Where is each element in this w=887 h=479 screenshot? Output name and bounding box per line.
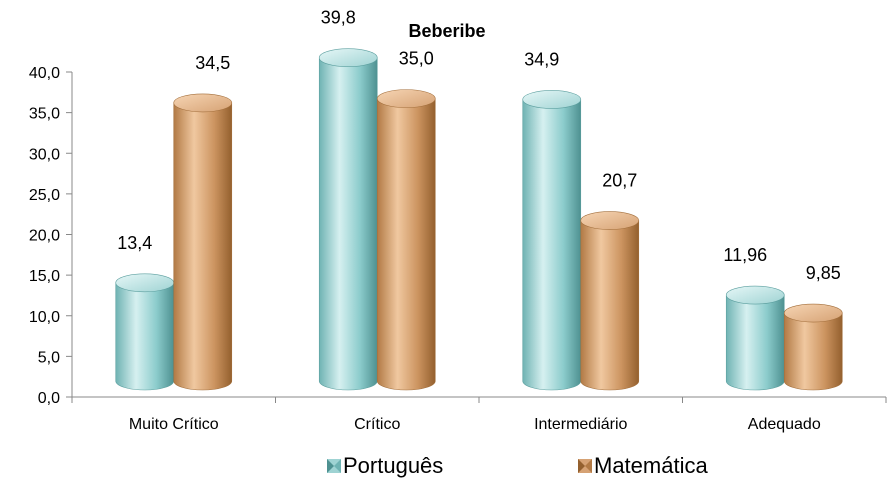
y-tick-label: 40,0 bbox=[29, 65, 60, 82]
bar-top bbox=[783, 303, 843, 323]
legend-label-portugues: Português bbox=[343, 453, 443, 478]
bar-top bbox=[376, 89, 436, 108]
bar-portugues bbox=[318, 48, 378, 391]
category-label: Muito Crítico bbox=[129, 416, 219, 433]
category-labels: Muito Crítico Crítico Intermediário Adequad… bbox=[129, 416, 821, 433]
y-tick-label: 10,0 bbox=[29, 309, 60, 326]
bar-body bbox=[725, 294, 785, 391]
bar-body bbox=[318, 57, 378, 391]
bar-body bbox=[173, 102, 233, 391]
bar-top bbox=[318, 48, 378, 68]
bar-body bbox=[783, 312, 843, 391]
data-label-matematica: 34,5 bbox=[195, 53, 230, 73]
bar-matematica bbox=[580, 211, 640, 391]
data-labels: 13,4 34,5 39,8 35,0 34,9 20,7 11,96 9,85 bbox=[117, 8, 841, 283]
chart-title: Beberibe bbox=[408, 21, 485, 41]
bar-top bbox=[522, 90, 582, 109]
bar-top bbox=[580, 211, 640, 230]
y-tick-label: 35,0 bbox=[29, 106, 60, 123]
bar-portugues bbox=[725, 285, 785, 391]
bar-body bbox=[376, 98, 436, 391]
bar-portugues bbox=[522, 90, 582, 391]
data-label-portugues: 39,8 bbox=[321, 8, 356, 28]
bar-body bbox=[580, 220, 640, 391]
legend-item-matematica: Matemática bbox=[578, 453, 708, 478]
bar-top bbox=[725, 285, 785, 305]
y-tick-label: 0,0 bbox=[38, 390, 60, 407]
y-tick-label: 20,0 bbox=[29, 228, 60, 245]
bar-matematica bbox=[173, 93, 233, 391]
legend-label-matematica: Matemática bbox=[594, 453, 708, 478]
y-tick-label: 15,0 bbox=[29, 268, 60, 285]
bar-portugues bbox=[115, 273, 175, 391]
data-label-matematica: 20,7 bbox=[602, 171, 637, 191]
x-ticks bbox=[71, 397, 887, 403]
data-label-matematica: 9,85 bbox=[806, 263, 841, 283]
data-label-portugues: 11,96 bbox=[723, 245, 767, 265]
category-label: Adequado bbox=[748, 416, 821, 433]
bar-top bbox=[115, 273, 175, 293]
bar-body bbox=[115, 282, 175, 391]
y-tick-label: 25,0 bbox=[29, 187, 60, 204]
data-label-matematica: 35,0 bbox=[399, 49, 434, 69]
y-tick-label: 5,0 bbox=[38, 349, 60, 366]
bars bbox=[115, 48, 843, 391]
y-tick-label: 30,0 bbox=[29, 146, 60, 163]
bar-top bbox=[173, 93, 233, 113]
bar-matematica bbox=[783, 303, 843, 391]
data-label-portugues: 34,9 bbox=[524, 49, 559, 69]
legend-item-portugues: Português bbox=[327, 453, 443, 478]
bar-body bbox=[522, 99, 582, 391]
category-label: Crítico bbox=[354, 416, 400, 433]
category-label: Intermediário bbox=[534, 416, 627, 433]
data-label-portugues: 13,4 bbox=[117, 233, 152, 253]
bar-matematica bbox=[376, 89, 436, 391]
y-ticks: 0,0 5,0 10,0 15,0 20,0 25,0 30,0 35,0 40,0 bbox=[29, 65, 72, 407]
legend: Português Matemática bbox=[327, 453, 708, 478]
